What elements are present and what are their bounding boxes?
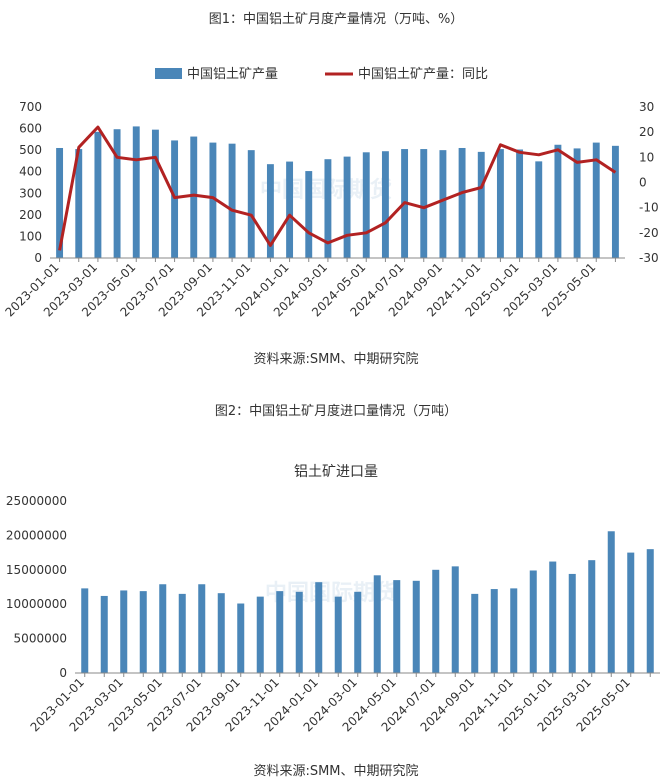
figure1-source: 资料来源:SMM、中期研究院 xyxy=(253,352,419,367)
bar xyxy=(627,552,635,673)
bar xyxy=(412,580,420,673)
y-right-tick-label: 20 xyxy=(639,125,654,139)
y-left-tick-label: 400 xyxy=(19,165,42,179)
legend-bar-swatch xyxy=(155,68,182,79)
bar xyxy=(276,591,284,673)
bar xyxy=(529,570,537,673)
bar xyxy=(588,560,596,673)
bar xyxy=(237,603,245,673)
yoy-line xyxy=(58,125,617,251)
bar xyxy=(451,566,459,673)
y-left-tick-label: 500 xyxy=(19,143,42,157)
bar xyxy=(151,129,159,258)
bar xyxy=(496,149,504,258)
bar xyxy=(510,588,518,673)
y-left-tick-label: 100 xyxy=(19,229,42,243)
y-tick-label: 10000000 xyxy=(6,597,67,611)
bar xyxy=(646,549,654,673)
y-right-tick-label: -10 xyxy=(639,201,659,215)
bar xyxy=(209,142,217,258)
bar xyxy=(516,149,524,258)
bar xyxy=(607,531,615,673)
bar xyxy=(256,596,264,673)
y-right-tick-label: 30 xyxy=(639,100,654,114)
bar xyxy=(432,569,440,673)
y-tick-label: 25000000 xyxy=(6,494,67,508)
bar xyxy=(549,561,557,673)
legend-label-production: 中国铝土矿产量 xyxy=(187,67,278,82)
figure1-caption: 图1：中国铝土矿月度产量情况（万吨、%） xyxy=(208,12,464,27)
bar xyxy=(139,591,147,673)
bar xyxy=(334,596,342,673)
bar xyxy=(354,591,362,673)
bar xyxy=(611,145,619,258)
y-right-tick-label: 0 xyxy=(639,176,647,190)
bar xyxy=(100,595,108,673)
figure1-chart: 中国铝土矿产量 中国铝土矿产量：同比 中国国际期货 01002003004005… xyxy=(2,67,659,319)
bar xyxy=(132,126,140,259)
figure1-line xyxy=(58,125,617,251)
y-right-tick-label: 10 xyxy=(639,150,654,164)
legend-label-yoy: 中国铝土矿产量：同比 xyxy=(358,67,488,82)
figure2-title: 铝土矿进口量 xyxy=(294,464,378,480)
y-tick-label: 0 xyxy=(59,666,67,680)
bar xyxy=(94,131,102,258)
bar xyxy=(477,151,485,258)
y-left-tick-label: 0 xyxy=(34,251,42,265)
bar xyxy=(420,149,428,258)
bar xyxy=(247,150,255,258)
bar xyxy=(573,148,581,258)
bar xyxy=(381,151,389,258)
bar xyxy=(159,584,167,673)
bar xyxy=(286,161,294,258)
y-tick-label: 15000000 xyxy=(6,563,67,577)
y-tick-label: 5000000 xyxy=(14,632,67,646)
y-tick-label: 20000000 xyxy=(6,528,67,542)
bar xyxy=(75,149,83,258)
bar xyxy=(362,152,370,258)
bar xyxy=(217,593,225,673)
bar xyxy=(113,129,121,258)
bar xyxy=(295,591,303,673)
bar xyxy=(190,136,198,258)
bar xyxy=(343,156,351,258)
figure2-chart: 铝土矿进口量 中国国际期货 05000000100000001500000020… xyxy=(6,464,660,734)
y-left-tick-label: 700 xyxy=(19,100,42,114)
figure1-legend: 中国铝土矿产量 中国铝土矿产量：同比 xyxy=(155,67,488,82)
figure2-source: 资料来源:SMM、中期研究院 xyxy=(253,764,419,779)
y-right-tick-label: -20 xyxy=(639,226,659,240)
bar xyxy=(228,143,236,258)
bar xyxy=(324,159,332,258)
y-left-tick-label: 300 xyxy=(19,186,42,200)
bar xyxy=(490,589,498,673)
bar xyxy=(458,147,466,258)
bar xyxy=(568,573,576,673)
bar xyxy=(266,164,274,258)
bar xyxy=(393,580,401,673)
y-right-tick-label: -30 xyxy=(639,251,659,265)
bar xyxy=(305,171,313,258)
bar xyxy=(120,590,128,673)
figure2-bars xyxy=(81,531,654,673)
bar xyxy=(315,582,323,673)
bar xyxy=(535,161,543,258)
bar xyxy=(471,593,479,673)
bar xyxy=(178,593,186,673)
bar xyxy=(81,588,89,673)
figure2-caption: 图2：中国铝土矿月度进口量情况（万吨） xyxy=(214,404,458,419)
bar xyxy=(56,147,64,258)
bar xyxy=(439,150,447,258)
bar xyxy=(198,584,206,673)
bar xyxy=(171,140,179,258)
bar xyxy=(592,142,600,258)
y-left-tick-label: 200 xyxy=(19,208,42,222)
y-left-tick-label: 600 xyxy=(19,122,42,136)
bar xyxy=(373,575,381,673)
bar xyxy=(554,144,562,258)
